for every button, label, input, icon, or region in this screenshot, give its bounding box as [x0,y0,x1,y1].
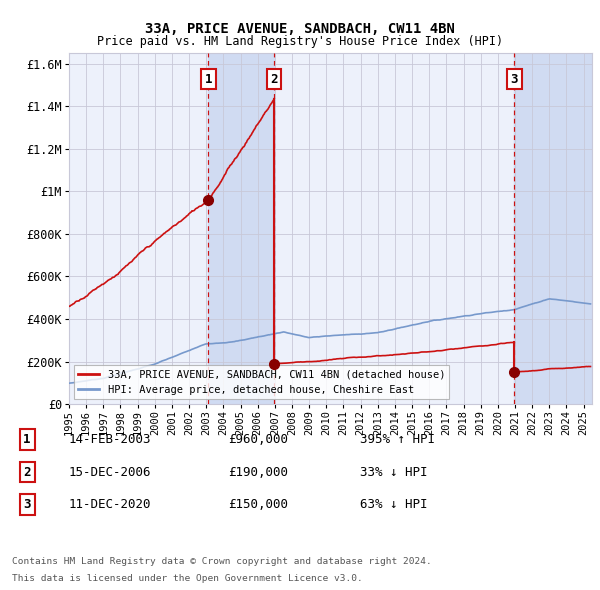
Text: 33A, PRICE AVENUE, SANDBACH, CW11 4BN: 33A, PRICE AVENUE, SANDBACH, CW11 4BN [145,22,455,36]
Bar [514,53,592,404]
Text: Contains HM Land Registry data © Crown copyright and database right 2024.: Contains HM Land Registry data © Crown c… [12,558,432,566]
Text: 2: 2 [23,466,31,478]
Text: 3: 3 [23,498,31,511]
Text: 33% ↓ HPI: 33% ↓ HPI [360,466,427,478]
Text: 11-DEC-2020: 11-DEC-2020 [69,498,151,511]
Legend: 33A, PRICE AVENUE, SANDBACH, CW11 4BN (detached house), HPI: Average price, deta: 33A, PRICE AVENUE, SANDBACH, CW11 4BN (d… [74,365,449,399]
Text: 63% ↓ HPI: 63% ↓ HPI [360,498,427,511]
Text: 2: 2 [271,73,278,86]
Text: £150,000: £150,000 [228,498,288,511]
Text: £960,000: £960,000 [228,433,288,446]
Text: 14-FEB-2003: 14-FEB-2003 [69,433,151,446]
Text: 1: 1 [23,433,31,446]
Text: 3: 3 [511,73,518,86]
Text: This data is licensed under the Open Government Licence v3.0.: This data is licensed under the Open Gov… [12,574,363,583]
Text: 395% ↑ HPI: 395% ↑ HPI [360,433,435,446]
Bar [208,53,274,404]
Text: £190,000: £190,000 [228,466,288,478]
Text: 1: 1 [205,73,212,86]
Text: 15-DEC-2006: 15-DEC-2006 [69,466,151,478]
Text: Price paid vs. HM Land Registry's House Price Index (HPI): Price paid vs. HM Land Registry's House … [97,35,503,48]
